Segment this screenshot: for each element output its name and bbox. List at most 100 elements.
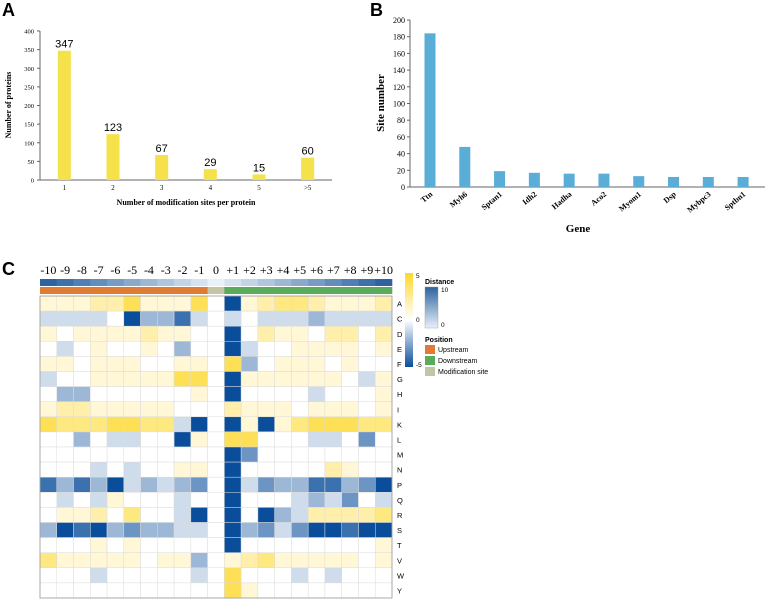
heatmap-cell [358, 522, 376, 538]
heatmap-cell [240, 386, 259, 402]
heatmap-cell [173, 310, 192, 327]
heatmap-cell [240, 446, 259, 463]
heatmap-cell [190, 356, 208, 372]
heatmap-cell [341, 341, 359, 357]
heatmap-cell [56, 476, 74, 493]
position-legend-label: Upstream [438, 347, 469, 354]
heatmap-cell [341, 476, 359, 493]
heatmap-cell [173, 552, 192, 569]
distance-bar-cell [73, 279, 91, 286]
column-label: +9 [360, 263, 373, 277]
heatmap-cell [341, 582, 359, 599]
heatmap-cell [90, 416, 108, 433]
heatmap-cell [173, 325, 192, 342]
distance-bar-cell [174, 279, 192, 286]
heatmap-cell [157, 325, 175, 342]
heatmap-cell [56, 537, 74, 553]
row-label: W [397, 571, 405, 580]
heatmap-cell [140, 356, 158, 372]
heatmap-cell [90, 492, 108, 508]
position-bar-cell [107, 287, 125, 294]
heatmap-cell [39, 492, 58, 508]
heatmap-cell [140, 341, 158, 357]
heatmap-cell [341, 356, 359, 372]
heatmap-cell [123, 371, 141, 387]
distance-bar-cell [274, 279, 292, 286]
row-label: K [397, 420, 402, 429]
heatmap-cell [56, 522, 74, 538]
heatmap-cell [324, 522, 342, 538]
heatmap-cell [173, 476, 192, 493]
heatmap-cell [257, 386, 275, 402]
column-label: +4 [277, 263, 290, 277]
heatmap-cell [274, 461, 292, 478]
heatmap-cell [207, 310, 225, 327]
position-bar-cell [291, 287, 309, 294]
heatmap-cell [73, 416, 91, 433]
heatmap-cell [173, 537, 192, 553]
heatmap-cell [224, 356, 242, 372]
heatmap-cell [240, 341, 259, 357]
heatmap-cell [307, 476, 326, 493]
heatmap-cell [274, 356, 292, 372]
heatmap-cell [257, 492, 275, 508]
heatmap-cell [257, 461, 275, 478]
heatmap-cell [39, 461, 58, 478]
heatmap-cell [190, 310, 208, 327]
y-tick-label-a: 300 [24, 66, 34, 73]
heatmap-cell [307, 431, 326, 448]
heatmap-cell [324, 507, 342, 523]
heatmap-cell [106, 310, 125, 327]
x-tick-label-a: 3 [160, 184, 164, 192]
heatmap-cell [140, 325, 158, 342]
heatmap-cell [224, 582, 242, 599]
heatmap-cell [106, 567, 125, 584]
heatmap-cell [274, 386, 292, 402]
heatmap-cell [358, 356, 376, 372]
heatmap-cell [190, 522, 208, 538]
heatmap-cell [274, 431, 292, 448]
heatmap-cell [123, 492, 141, 508]
heatmap-cell [274, 492, 292, 508]
heatmap-cell [123, 552, 141, 569]
heatmap-cell [190, 567, 208, 584]
heatmap-cell [123, 295, 141, 312]
distance-colorbar-tick: 10 [441, 287, 449, 294]
heatmap-cell [240, 461, 259, 478]
distance-legend-title: Distance [425, 279, 454, 286]
heatmap-cell [56, 461, 74, 478]
column-label: +8 [344, 263, 357, 277]
column-label: +2 [243, 263, 256, 277]
heatmap-cell [39, 552, 58, 569]
distance-colorbar [424, 286, 439, 329]
bar-b [668, 176, 680, 187]
position-bar-cell [241, 287, 259, 294]
data-label-a: 347 [55, 39, 73, 51]
heatmap-cell [358, 446, 376, 463]
distance-bar-cell [56, 279, 74, 286]
heatmap-cell [291, 567, 309, 584]
panel-c-letter: C [2, 259, 15, 279]
heatmap-cell [106, 507, 125, 523]
heatmap-cell [56, 356, 74, 372]
heatmap-cell [274, 582, 292, 599]
heatmap-cell [157, 401, 175, 418]
heatmap-cell [123, 356, 141, 372]
heatmap-cell [374, 461, 393, 478]
row-label: L [397, 435, 401, 444]
column-label: +5 [293, 263, 306, 277]
heatmap-cell [240, 582, 259, 599]
heatmap-cell [73, 295, 91, 312]
position-bar-cell [90, 287, 108, 294]
heatmap-cell [190, 492, 208, 508]
heatmap-cell [39, 537, 58, 553]
heatmap-cell [257, 582, 275, 599]
heatmap-cell [257, 371, 275, 387]
heatmap-cell [123, 507, 141, 523]
heatmap-c: -10 -9 -8 -7 -6 -5 -4 -3 -2 -1 0 +1 +2 +3 +4 +5 +6 +7 +8 +9… [39, 263, 488, 599]
position-legend-swatch [425, 345, 435, 354]
heatmap-cell [224, 371, 242, 387]
heatmap-cell [224, 507, 242, 523]
heatmap-cell [358, 371, 376, 387]
